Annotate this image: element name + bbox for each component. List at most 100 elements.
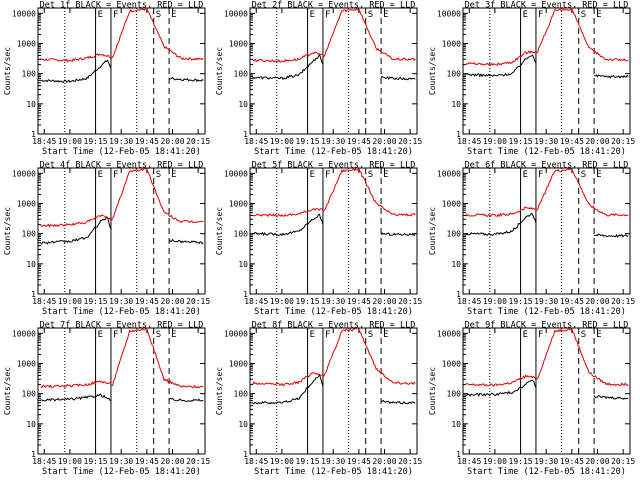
panel-data xyxy=(40,8,204,84)
x-tick-label: 19:15 xyxy=(296,297,320,306)
x-tick-label: 20:00 xyxy=(372,297,396,306)
x-tick-label: 19:45 xyxy=(347,297,371,306)
y-tick-label: 100 xyxy=(447,230,462,239)
panel-data xyxy=(40,168,204,245)
y-axis-label: Counts/sec xyxy=(3,207,12,255)
y-tick-label: 10 xyxy=(238,260,248,269)
y-tick-label: 10 xyxy=(451,420,461,429)
panel-data xyxy=(40,328,204,402)
x-tick-label: 18:45 xyxy=(457,137,481,146)
events-series-line xyxy=(380,232,416,236)
y-tick-label: 10000 xyxy=(12,329,36,338)
y-tick-label: 1 xyxy=(456,290,461,299)
time-marker-letter: E xyxy=(98,170,103,180)
x-tick-label: 20:15 xyxy=(611,297,635,306)
x-axis-label: Start Time (12-Feb-05 18:41:20) xyxy=(467,147,626,157)
events-series-line xyxy=(252,373,324,405)
y-axis-label: Counts/sec xyxy=(428,367,437,415)
plot-frame xyxy=(37,167,206,295)
events-series-line xyxy=(380,75,416,81)
y-tick-label: 10 xyxy=(451,100,461,109)
panel-title: Det 6f BLACK = Events, RED = LLD xyxy=(465,161,629,171)
events-series-line xyxy=(40,393,112,402)
x-tick-label: 19:00 xyxy=(270,137,294,146)
x-axis-label: Start Time (12-Feb-05 18:41:20) xyxy=(42,307,201,317)
time-marker-letter: E xyxy=(523,10,528,20)
x-tick-label: 18:45 xyxy=(32,457,56,466)
lld-series-line xyxy=(40,168,204,228)
y-tick-label: 10000 xyxy=(12,9,36,18)
events-series-line xyxy=(594,233,629,238)
time-marker-letter: F xyxy=(538,10,543,20)
plot-frame xyxy=(462,167,631,295)
x-axis-label: Start Time (12-Feb-05 18:41:20) xyxy=(42,147,201,157)
time-marker-letter: E xyxy=(98,330,103,340)
lld-series-line xyxy=(252,168,416,218)
events-series-line xyxy=(380,399,416,405)
x-tick-label: 20:00 xyxy=(585,457,609,466)
panel-data xyxy=(252,8,416,81)
y-tick-label: 100 xyxy=(234,390,249,399)
lld-series-line xyxy=(40,328,204,389)
time-marker-letter: E xyxy=(98,10,103,20)
time-marker-letter: F xyxy=(538,170,543,180)
x-tick-label: 20:00 xyxy=(585,297,609,306)
time-marker-letter: S xyxy=(156,170,161,180)
y-tick-label: 1000 xyxy=(442,39,461,48)
x-axis-label: Start Time (12-Feb-05 18:41:20) xyxy=(254,147,413,157)
plot-frame xyxy=(249,7,418,135)
x-tick-label: 20:15 xyxy=(398,137,422,146)
panel-title: Det 5f BLACK = Events, RED = LLD xyxy=(252,161,416,171)
y-axis-label: Counts/sec xyxy=(428,47,437,95)
panel-data xyxy=(252,168,416,237)
x-tick-label: 20:00 xyxy=(160,137,184,146)
lld-series-line xyxy=(465,8,629,67)
events-series-line xyxy=(252,52,324,81)
plot-frame xyxy=(249,167,418,295)
y-axis-label: Counts/sec xyxy=(3,47,12,95)
time-marker-letter: S xyxy=(368,10,373,20)
y-tick-label: 1 xyxy=(456,130,461,139)
plot-frame xyxy=(37,327,206,455)
x-tick-label: 19:30 xyxy=(321,457,345,466)
y-tick-label: 1000 xyxy=(229,39,248,48)
events-series-line xyxy=(465,54,537,78)
x-tick-label: 19:30 xyxy=(534,457,558,466)
time-marker-letter: S xyxy=(581,170,586,180)
y-tick-label: 10000 xyxy=(437,169,461,178)
y-axis-label: Counts/sec xyxy=(215,367,224,415)
time-marker-letter: E xyxy=(383,330,388,340)
time-marker-letter: E xyxy=(310,10,315,20)
x-tick-label: 18:45 xyxy=(244,457,268,466)
x-tick-label: 20:15 xyxy=(611,137,635,146)
x-tick-label: 18:45 xyxy=(32,297,56,306)
y-tick-label: 10 xyxy=(238,420,248,429)
time-marker-letter: F xyxy=(325,170,330,180)
events-series-line xyxy=(40,216,112,245)
time-marker-letter: E xyxy=(310,330,315,340)
time-marker-letter: S xyxy=(156,10,161,20)
y-tick-label: 1 xyxy=(456,450,461,459)
time-marker-letter: S xyxy=(368,170,373,180)
x-tick-label: 20:15 xyxy=(186,137,210,146)
x-tick-label: 20:00 xyxy=(160,457,184,466)
y-tick-label: 1 xyxy=(31,450,36,459)
panel-data xyxy=(465,168,629,238)
y-tick-label: 1 xyxy=(243,290,248,299)
panel-title: Det 9f BLACK = Events, RED = LLD xyxy=(465,321,629,331)
y-tick-label: 10000 xyxy=(224,329,248,338)
x-tick-label: 19:45 xyxy=(560,457,584,466)
y-tick-label: 10000 xyxy=(437,9,461,18)
events-series-line xyxy=(40,59,112,84)
x-tick-label: 18:45 xyxy=(457,297,481,306)
x-tick-label: 18:45 xyxy=(244,137,268,146)
time-marker-letter: E xyxy=(523,170,528,180)
y-tick-label: 10 xyxy=(26,420,36,429)
events-series-line xyxy=(465,212,537,237)
